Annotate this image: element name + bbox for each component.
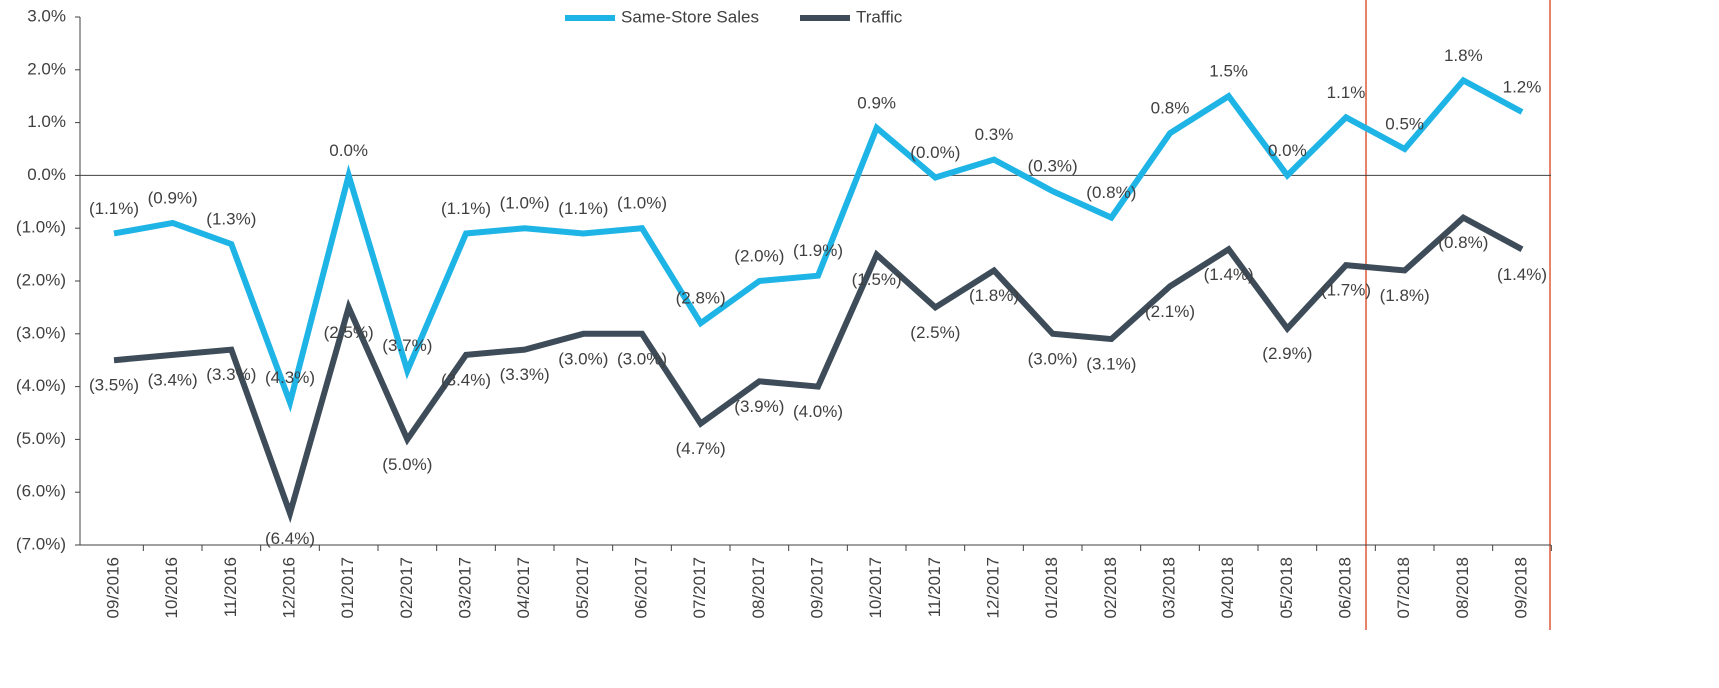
x-tick-label: 07/2017	[690, 557, 709, 618]
y-tick-label: (4.0%)	[16, 376, 66, 395]
x-tick-label: 11/2016	[221, 557, 240, 617]
y-tick-label: (6.0%)	[16, 482, 66, 501]
data-label: 1.1%	[1327, 83, 1366, 102]
data-label: (3.1%)	[1086, 355, 1136, 374]
x-tick-label: 09/2018	[1511, 557, 1530, 618]
x-tick-label: 01/2017	[338, 557, 357, 618]
x-tick-label: 01/2018	[1042, 557, 1061, 618]
data-label: (3.0%)	[558, 349, 608, 368]
data-label: (1.1%)	[558, 199, 608, 218]
x-tick-label: 04/2017	[514, 557, 533, 618]
data-label: (2.9%)	[1262, 344, 1312, 363]
x-tick-label: 07/2018	[1394, 557, 1413, 618]
x-tick-label: 06/2017	[631, 557, 650, 618]
data-label: (4.0%)	[793, 402, 843, 421]
data-label: (3.7%)	[382, 336, 432, 355]
data-label: 0.3%	[975, 125, 1014, 144]
legend-label: Traffic	[856, 7, 903, 26]
data-label: (4.3%)	[265, 368, 315, 387]
data-label: (0.8%)	[1086, 183, 1136, 202]
x-tick-label: 10/2016	[162, 557, 181, 618]
x-tick-label: 09/2016	[103, 557, 122, 618]
data-label: 0.0%	[329, 141, 368, 160]
y-tick-label: (3.0%)	[16, 323, 66, 342]
y-tick-label: (2.0%)	[16, 270, 66, 289]
y-tick-label: (7.0%)	[16, 534, 66, 553]
data-label: (3.0%)	[1028, 349, 1078, 368]
data-label: (2.8%)	[676, 289, 726, 308]
x-tick-label: 08/2017	[749, 557, 768, 618]
data-label: (2.5%)	[910, 323, 960, 342]
y-tick-label: (5.0%)	[16, 429, 66, 448]
data-label: (1.9%)	[793, 241, 843, 260]
data-label: (2.5%)	[324, 323, 374, 342]
data-label: (3.3%)	[500, 365, 550, 384]
x-tick-label: 12/2016	[279, 557, 298, 618]
x-tick-label: 11/2017	[925, 557, 944, 617]
x-tick-label: 02/2018	[1101, 557, 1120, 618]
data-label: (1.7%)	[1321, 281, 1371, 300]
x-tick-label: 03/2017	[455, 557, 474, 618]
legend-label: Same-Store Sales	[621, 7, 759, 26]
data-label: (3.0%)	[617, 349, 667, 368]
data-label: (1.1%)	[441, 199, 491, 218]
x-tick-label: 06/2018	[1335, 557, 1354, 618]
data-label: (3.3%)	[206, 365, 256, 384]
y-tick-label: 0.0%	[27, 165, 66, 184]
data-label: (1.0%)	[617, 194, 667, 213]
data-label: (1.8%)	[1380, 286, 1430, 305]
x-tick-label: 09/2017	[807, 557, 826, 618]
y-tick-label: 3.0%	[27, 6, 66, 25]
x-tick-label: 12/2017	[983, 557, 1002, 618]
data-label: (1.8%)	[969, 286, 1019, 305]
data-label: (5.0%)	[382, 455, 432, 474]
data-label: (1.4%)	[1204, 265, 1254, 284]
data-label: (4.7%)	[676, 439, 726, 458]
data-label: (1.0%)	[500, 194, 550, 213]
data-label: (1.1%)	[89, 199, 139, 218]
x-tick-label: 05/2018	[1277, 557, 1296, 618]
data-label: (1.4%)	[1497, 265, 1547, 284]
data-label: 0.0%	[1268, 141, 1307, 160]
data-label: (0.8%)	[1438, 233, 1488, 252]
x-tick-label: 03/2018	[1159, 557, 1178, 618]
series-line	[113, 213, 1524, 524]
data-label: (3.9%)	[734, 397, 784, 416]
y-tick-label: 1.0%	[27, 112, 66, 131]
data-label: (0.3%)	[1028, 157, 1078, 176]
data-label: (1.5%)	[852, 270, 902, 289]
x-tick-label: 08/2018	[1453, 557, 1472, 618]
x-tick-label: 10/2017	[866, 557, 885, 618]
data-label: (6.4%)	[265, 529, 315, 548]
data-label: 0.5%	[1385, 114, 1424, 133]
data-label: (0.9%)	[148, 188, 198, 207]
y-tick-label: 2.0%	[27, 59, 66, 78]
data-label: (3.4%)	[441, 370, 491, 389]
y-tick-label: (1.0%)	[16, 218, 66, 237]
data-label: 0.9%	[857, 93, 896, 112]
data-label: (2.0%)	[734, 246, 784, 265]
data-label: 0.8%	[1151, 99, 1190, 118]
data-label: (2.1%)	[1145, 302, 1195, 321]
data-label: 1.2%	[1503, 78, 1542, 97]
data-label: (3.4%)	[148, 370, 198, 389]
series-line	[113, 76, 1524, 413]
x-tick-label: 04/2018	[1218, 557, 1237, 618]
x-tick-label: 02/2017	[397, 557, 416, 618]
x-tick-label: 05/2017	[573, 557, 592, 618]
data-label: 1.8%	[1444, 46, 1483, 65]
data-label: (3.5%)	[89, 376, 139, 395]
data-label: 1.5%	[1209, 62, 1248, 81]
data-label: (0.0%)	[910, 143, 960, 162]
data-label: (1.3%)	[206, 210, 256, 229]
